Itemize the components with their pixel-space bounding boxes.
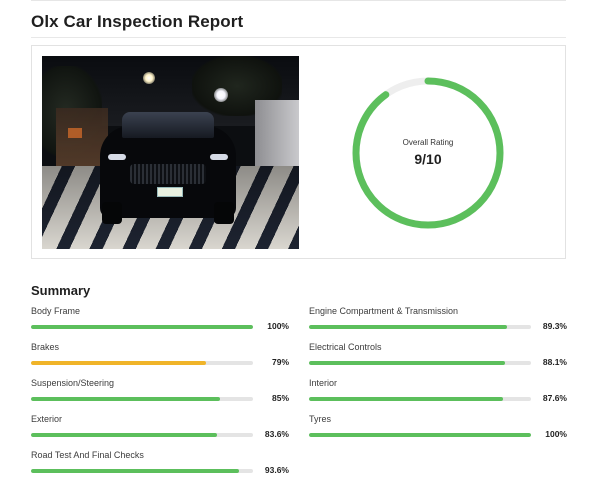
summary-metric-row: Exterior 83.6% — [31, 414, 289, 444]
metric-progress-fill — [309, 325, 508, 329]
photo-car-wheel — [214, 202, 234, 224]
photo-car-plate — [157, 187, 183, 197]
metric-progress-track — [309, 325, 531, 329]
metric-value: 87.6% — [542, 393, 567, 403]
car-photo[interactable] — [42, 56, 299, 249]
metric-label: Brakes — [31, 342, 60, 352]
photo-gate — [56, 108, 108, 168]
metric-progress-fill — [31, 469, 239, 473]
metric-progress-track — [31, 469, 253, 473]
photo-car-grille — [130, 164, 206, 184]
photo-car-headlight — [210, 154, 228, 160]
metric-label: Engine Compartment & Transmission — [309, 306, 459, 316]
photo-lamp — [214, 88, 228, 102]
metric-label: Electrical Controls — [309, 342, 382, 352]
report-title: Olx Car Inspection Report — [31, 12, 244, 31]
photo-car-windshield — [122, 112, 214, 138]
summary-metric-row: Road Test And Final Checks 93.6% — [31, 450, 289, 480]
overall-rating-value: 9/10 — [414, 151, 442, 167]
photo-car-wheel — [102, 202, 122, 224]
metric-progress-fill — [309, 397, 504, 401]
metric-progress-track — [31, 433, 253, 437]
metric-progress-fill — [31, 361, 207, 365]
metric-value: 79% — [271, 357, 289, 367]
metric-value: 85% — [271, 393, 289, 403]
photo-lamp — [143, 72, 155, 84]
metric-value: 100% — [545, 429, 567, 439]
metric-value: 93.6% — [264, 465, 289, 475]
metric-value: 89.3% — [542, 321, 567, 331]
summary-metric-row: Brakes 79% — [31, 342, 289, 372]
summary-metric-row: Body Frame 100% — [31, 306, 289, 336]
summary-metric-row: Suspension/Steering 85% — [31, 378, 289, 408]
metric-progress-fill — [31, 397, 220, 401]
metric-progress-track — [31, 397, 253, 401]
metric-progress-track — [31, 325, 253, 329]
metric-progress-track — [309, 433, 531, 437]
metric-progress-fill — [31, 433, 217, 437]
metric-label: Body Frame — [31, 306, 81, 316]
rating-ring — [352, 77, 504, 229]
overview-card: Overall Rating 9/10 — [31, 45, 566, 259]
metric-label: Tyres — [309, 414, 332, 424]
summary-metric-row: Engine Compartment & Transmission 89.3% — [309, 306, 567, 336]
summary-metric-row: Electrical Controls 88.1% — [309, 342, 567, 372]
metric-label: Road Test And Final Checks — [31, 450, 144, 460]
metric-progress-fill — [31, 325, 253, 329]
summary-heading: Summary — [31, 283, 91, 298]
summary-metric-row: Interior 87.6% — [309, 378, 567, 408]
overall-rating-label: Overall Rating — [402, 138, 454, 147]
metric-progress-fill — [309, 361, 505, 365]
metric-progress-fill — [309, 433, 531, 437]
metric-label: Suspension/Steering — [31, 378, 115, 388]
summary-metric-row: Tyres 100% — [309, 414, 567, 444]
metric-progress-track — [309, 397, 531, 401]
metric-value: 83.6% — [264, 429, 289, 439]
rating-ring-progress — [352, 77, 504, 229]
metric-label: Interior — [309, 378, 338, 388]
metric-value: 100% — [267, 321, 289, 331]
photo-car-headlight — [108, 154, 126, 160]
metric-progress-track — [309, 361, 531, 365]
top-divider — [31, 0, 566, 1]
metric-value: 88.1% — [542, 357, 567, 367]
metric-progress-track — [31, 361, 253, 365]
overall-rating-gauge: Overall Rating 9/10 — [350, 75, 506, 231]
title-divider — [31, 37, 566, 38]
metric-label: Exterior — [31, 414, 63, 424]
